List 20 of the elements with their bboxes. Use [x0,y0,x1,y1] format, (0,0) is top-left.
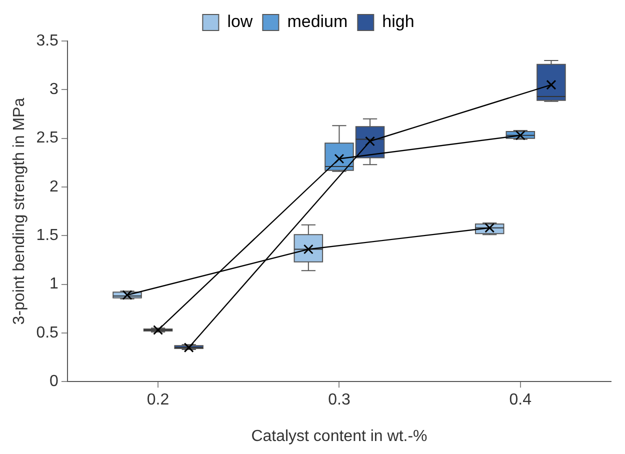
legend-label: medium [287,12,348,32]
point [122,290,132,300]
point [184,342,194,353]
y-tick-label: 1.5 [36,227,59,244]
legend-label: low [227,12,254,32]
point [153,325,164,336]
y-tick-label: 2.5 [36,130,59,147]
y-tick-label: 3.5 [36,32,59,50]
x-tick-label: 0.2 [146,392,170,409]
y-tick-label: 0 [50,373,59,390]
y-tick-label: 0.5 [36,324,59,342]
legend-label: high [382,12,414,32]
x-tick-label: 0.3 [328,392,350,409]
x-axis-title: Catalyst content in wt.-% [251,428,428,445]
y-tick-label: 1 [50,276,59,293]
y-axis-title: 3-point bending strength in MPa [11,98,28,325]
x-tick-label: 0.4 [509,392,532,409]
y-tick-label: 2 [50,178,59,196]
point [515,130,526,140]
y-tick-label: 3 [50,81,59,98]
